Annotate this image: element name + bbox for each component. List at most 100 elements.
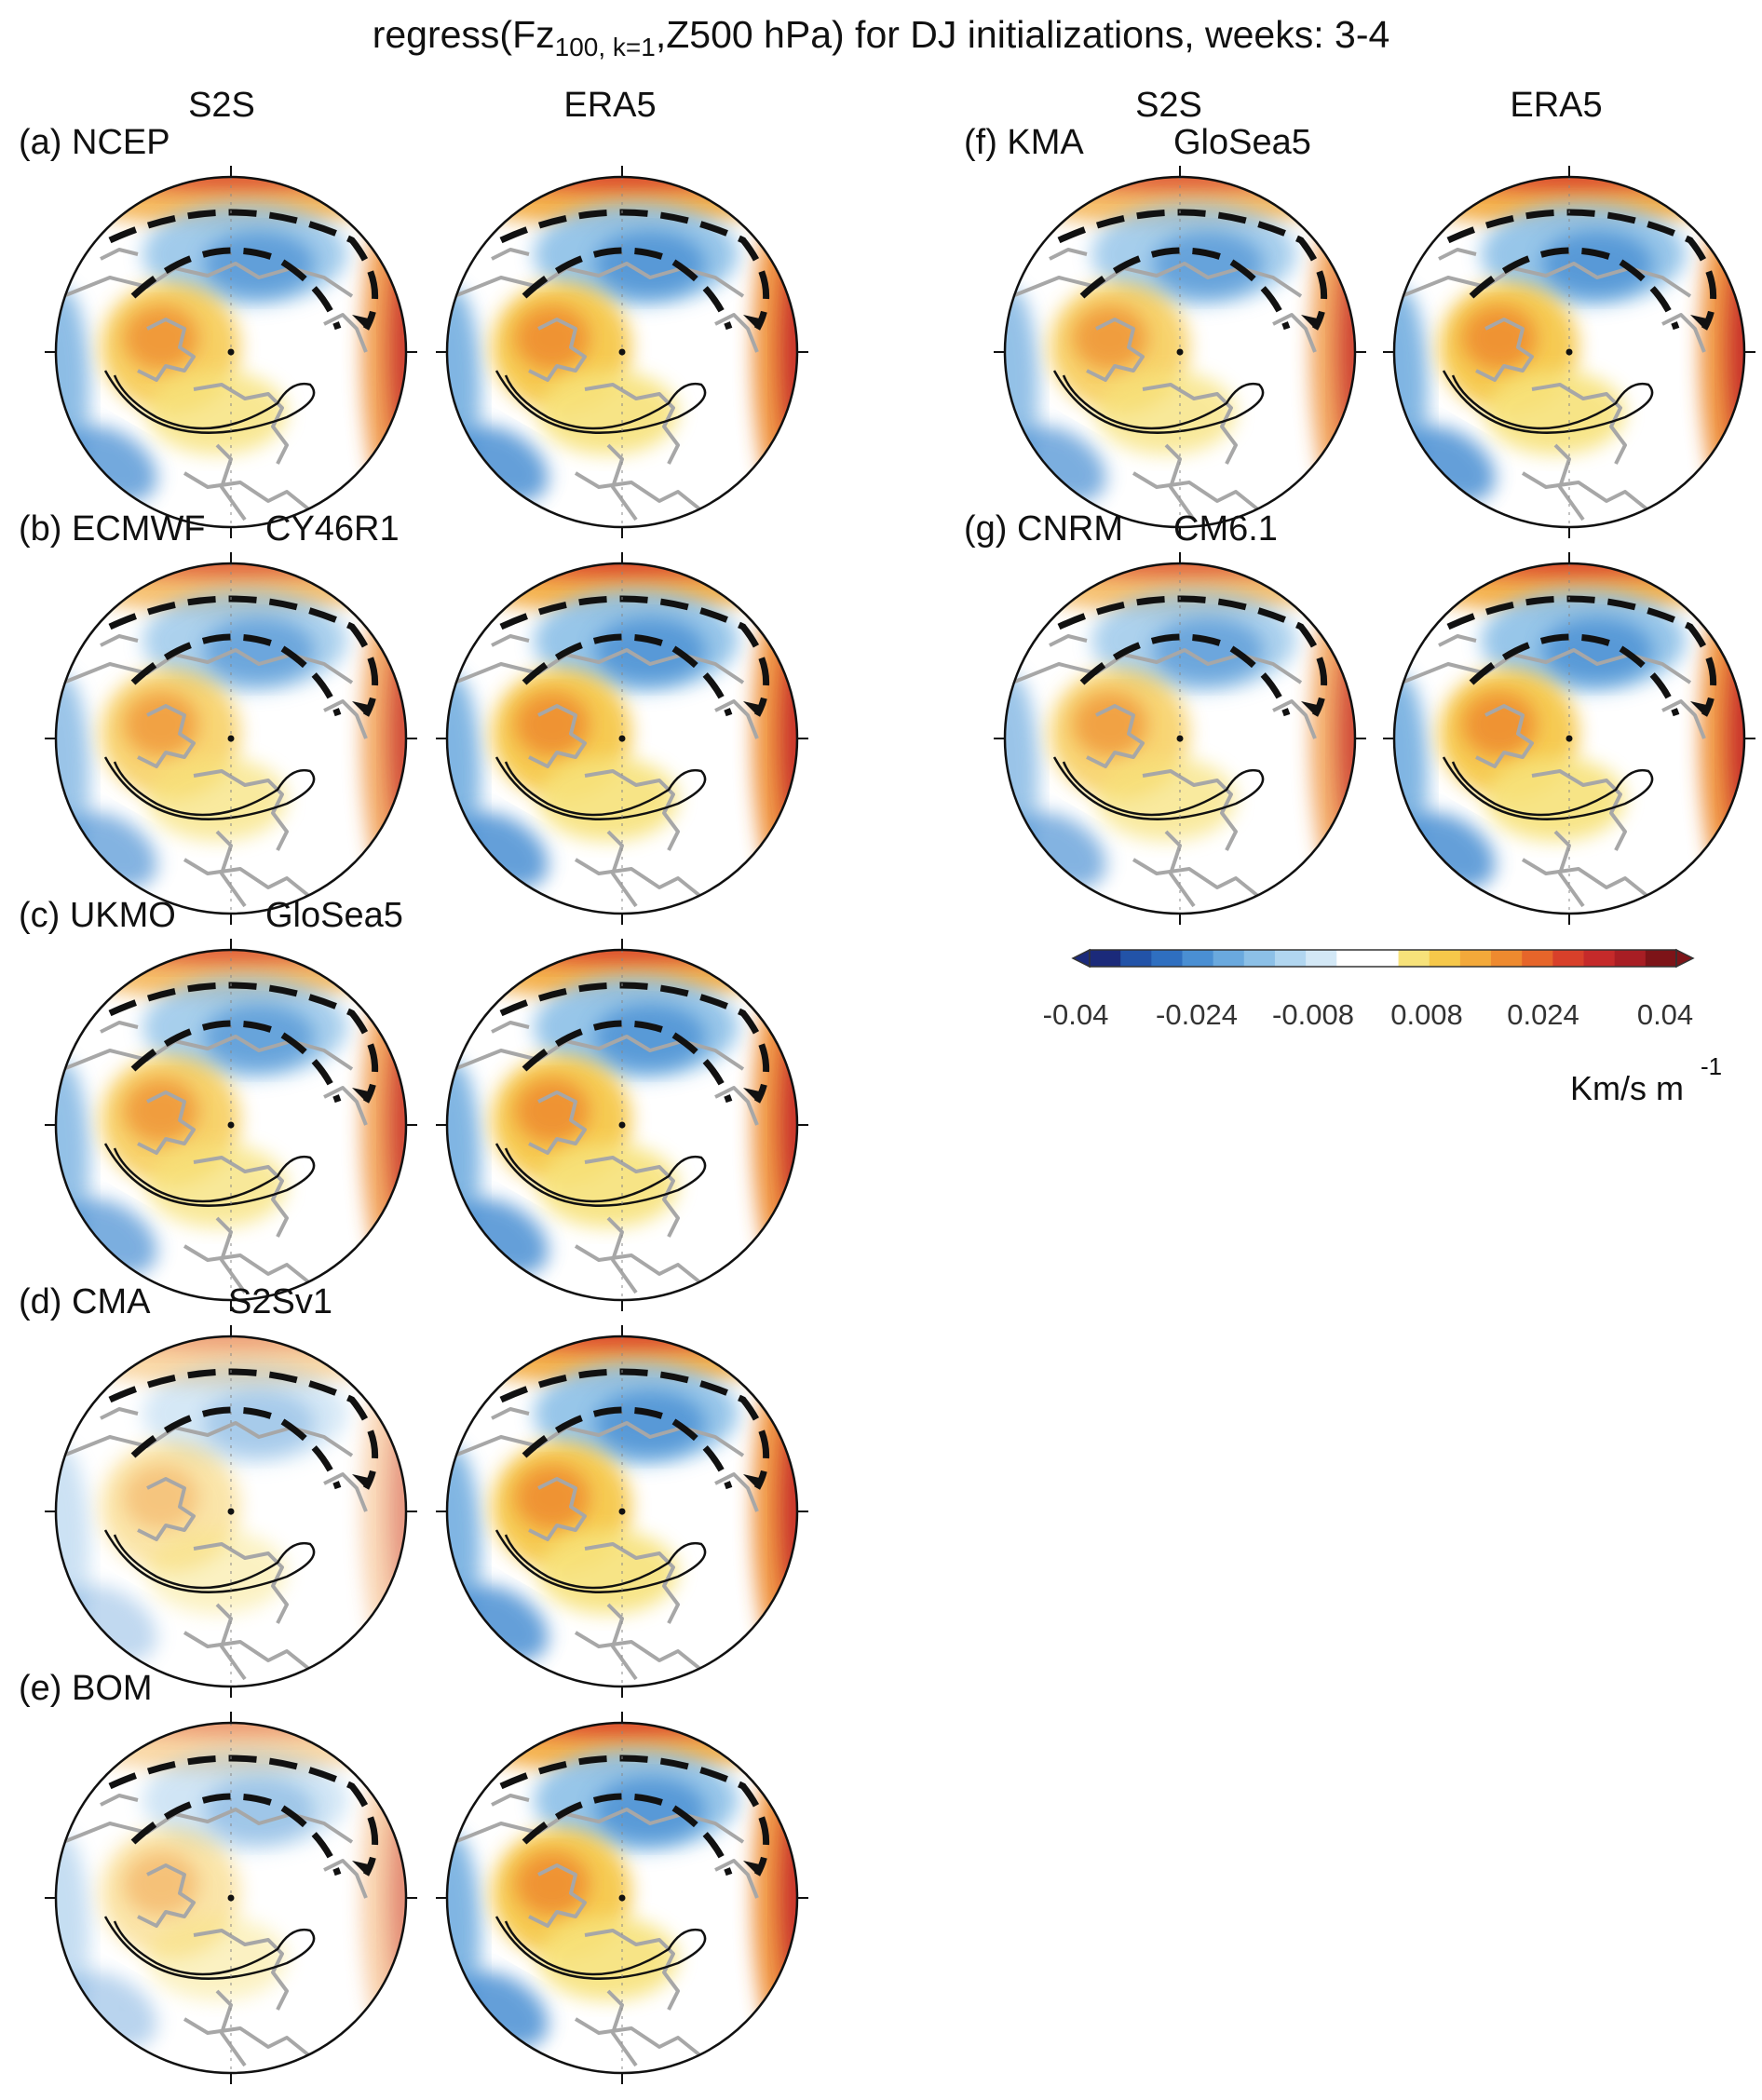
warm-anomaly-south [147,757,287,841]
polar-map [436,166,808,538]
warm-anomaly-south [1485,757,1625,841]
positive-contour [495,1143,707,1207]
panel-label-text: (f) KMA [964,123,1084,162]
map-panel-era5 [1383,552,1755,925]
coastline-path [454,1421,745,1457]
contour-arrowhead [352,315,373,329]
positive-contour [1052,756,1265,820]
coastline-path [1272,313,1317,353]
panel-model-name-b: CY46R1 [265,509,400,549]
cold-anomaly-north-core [1541,617,1653,683]
panel-label-e: (e) BOM [19,1669,153,1709]
contour-arrowhead [743,315,764,329]
north-pole-dot [618,1508,626,1515]
north-pole-dot [618,1121,626,1129]
warm-anomaly-south [147,371,287,454]
colorbar-segment [1398,950,1430,967]
polar-map [45,1325,417,1698]
colorbar-segment [1583,950,1616,967]
north-pole-dot [227,735,235,742]
coastline-path [714,1472,759,1512]
north-pole-dot [227,1508,235,1515]
map-panel-era5 [436,1712,808,2084]
polar-map [994,552,1366,925]
coastline-path [215,443,247,522]
warm-anomaly-south [147,1917,287,2000]
warm-anomaly-center-core [1462,692,1537,757]
coastline-path [137,318,196,382]
coastline-path [1401,648,1692,684]
map-panel-s2s [45,552,417,925]
cold-anomaly-north-core [1541,231,1653,296]
warm-anomaly-center-core [515,1851,590,1917]
panel-label-g: (g) CNRM [964,509,1123,549]
polar-map [436,939,808,1311]
coastline-path [454,648,745,684]
coastline-path [1164,443,1196,522]
coastline-path [137,704,196,768]
positive-contour [1442,756,1654,820]
coastline-path [606,1989,638,2067]
negative-contour-inner [130,633,342,717]
coastlines [1011,634,1317,908]
coastline-path [1531,383,1627,465]
coastline-path [714,1859,759,1899]
north-pole-dot [618,1894,626,1902]
panel-label-text: (d) CMA [19,1282,151,1321]
north-pole-dot [1565,735,1573,742]
coastline-path [62,1808,354,1844]
coastline-path [1011,648,1303,684]
cold-anomaly-north-core [1152,231,1264,296]
colorbar-segment [1429,950,1461,967]
colorbar-frame [1089,949,1677,968]
north-pole-dot [227,1121,235,1129]
colorbar-arrow-high [1675,948,1695,969]
coastline-path [584,383,680,465]
coastline-path [215,1989,247,2067]
north-pole-dot [1176,735,1184,742]
negative-contour-inner [130,1020,342,1104]
warm-anomaly-center-core [124,1465,198,1530]
north-pole-dot [227,1894,235,1902]
panel-model-name-f: GloSea5 [1173,123,1311,162]
warm-anomaly-south [538,1144,678,1227]
colorbar-tick: 0.024 [1507,998,1579,1031]
warm-anomaly-south [147,1530,287,1614]
warm-anomaly-south [538,1530,678,1614]
coastline-path [606,443,638,522]
coastlines [62,634,368,908]
coastline-path [1049,248,1088,261]
panel-label-text: (c) UKMO [19,896,176,935]
coastline-path [606,1216,638,1294]
polar-map [436,552,808,925]
coastline-path [323,1859,368,1899]
coastline-path [1438,634,1477,647]
coastline-path [1475,318,1534,382]
map-panel-s2s [45,939,417,1311]
panel-model-name-c: GloSea5 [265,896,403,935]
coastline-path [584,1929,680,2011]
panel-label-f: (f) KMA [964,123,1084,163]
coastline-path [584,1156,680,1238]
warm-anomaly-center-core [124,305,198,371]
positive-contour [495,1916,707,1980]
coastline-path [193,769,289,851]
cold-anomaly-north-core [1152,617,1264,683]
polar-map [45,939,417,1311]
negative-contour [1446,209,1717,331]
north-pole-dot [1176,348,1184,356]
negative-contour [108,1755,379,1876]
cold-anomaly-north-core [594,1390,706,1456]
colorbar-arrow-low [1071,948,1091,969]
warm-anomaly-center-core [1073,305,1147,371]
coastline-path [1553,443,1585,522]
colorbar-unit: Km/s m-1 [1570,1052,1723,1107]
negative-contour-inner [130,247,342,331]
negative-contour [108,595,379,717]
warm-anomaly-south [538,371,678,454]
map-panel-era5 [436,1325,808,1698]
coastline-path [100,634,139,647]
cold-anomaly-north-core [203,1390,315,1456]
warm-anomaly-center-core [515,692,590,757]
warm-anomaly-center-core [515,1465,590,1530]
